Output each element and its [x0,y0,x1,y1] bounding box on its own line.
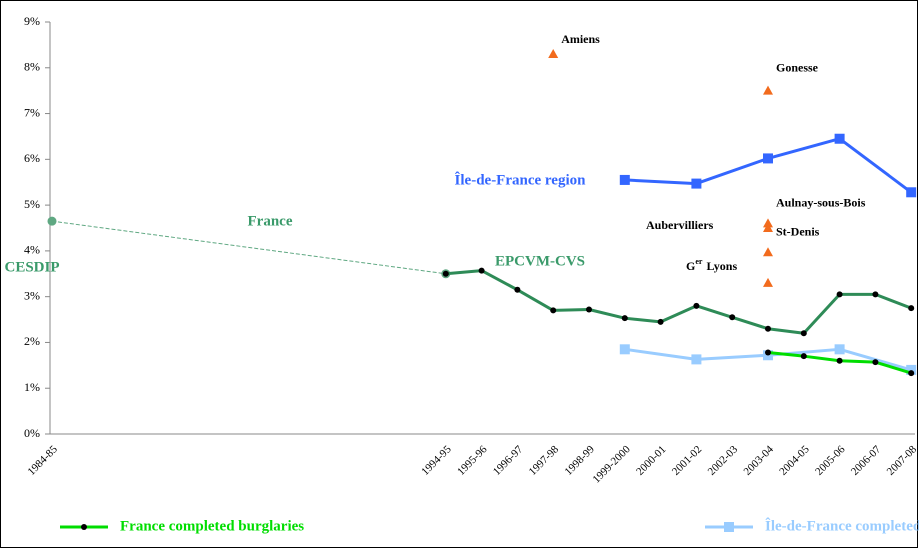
marker [908,305,915,312]
marker [586,306,592,313]
y-tick-label: 3% [24,288,40,302]
line-segment [516,288,554,312]
marker [872,359,879,366]
legend-marker [724,522,734,532]
marker [657,318,664,325]
line-segment [445,269,482,276]
point-label: Amiens [561,32,600,46]
y-tick-label: 5% [24,197,40,211]
marker [47,216,57,226]
marker [765,325,771,332]
triangle-marker [763,247,773,257]
line-segment [838,137,913,194]
point-label: St-Denis [776,224,820,238]
marker [872,291,879,298]
line-segment [874,360,912,375]
line-segment [51,220,446,275]
point-label-rest: Lyons [706,259,737,273]
line-segment [803,354,840,363]
marker [691,354,702,365]
line-segment [802,293,841,335]
y-tick-label: 0% [24,426,40,440]
line-segment [624,347,697,361]
point-label: Ger Lyons [686,257,737,273]
point-label-text: Amiens [561,32,600,46]
line-segment [659,304,698,324]
marker [834,344,845,355]
line-segment [624,178,697,186]
point-label-text: Aubervilliers [646,218,714,232]
line-segment [731,315,769,331]
legend-marker [81,524,87,530]
triangle-marker [548,49,559,59]
annotation: EPCVM-CVS [495,253,585,269]
marker [763,153,773,164]
marker [619,174,630,185]
line-segment [480,269,519,292]
marker [478,267,485,274]
marker [619,344,630,355]
line-segment [695,157,769,186]
point-label: Gonesse [776,60,819,74]
line-segment [588,308,626,320]
line-segment [767,351,804,358]
y-tick-label: 6% [24,151,40,165]
line-segment [695,304,733,319]
marker [800,330,807,337]
marker [836,291,843,298]
triangle-marker [763,223,773,232]
line-segment [767,137,840,160]
point-label-text: Aulnay-sous-Bois [776,195,866,209]
marker [729,314,736,321]
legend-label: Île-de-France completed burglaries [765,517,919,534]
marker [621,315,628,322]
point-label-text: St-Denis [776,224,820,238]
point-label-sup: er [695,257,703,266]
marker [442,270,449,277]
marker [765,349,771,356]
triangle-marker [763,218,773,228]
triangle-marker [763,85,773,95]
marker [693,302,700,309]
marker [906,187,917,198]
y-tick-label: 1% [24,380,40,394]
marker [691,178,702,189]
point-label-text: Gonesse [776,60,819,74]
point-label: Aubervilliers [646,218,714,232]
line-segment [874,292,912,310]
y-tick-label: 2% [24,334,40,348]
y-tick-label: 4% [24,243,40,257]
point-label-text: G [686,259,695,273]
y-tick-label: 7% [24,105,40,119]
y-tick-label: 8% [24,60,40,74]
line-segment [696,353,769,361]
line-segment [767,327,804,335]
annotation: France [248,213,293,229]
annotation: Île-de-France region [455,171,587,188]
annotation: CESDIP [4,259,59,275]
triangle-marker [763,277,773,287]
marker [908,370,915,377]
marker [514,286,521,293]
line-segment [624,316,661,324]
point-label: Aulnay-sous-Bois [776,195,866,209]
y-tick-label: 9% [24,14,40,28]
marker [834,133,845,144]
marker [836,357,843,364]
line-segment [553,307,590,312]
marker [906,364,917,375]
marker [800,353,807,360]
marker [550,307,557,314]
line-segment [839,359,876,364]
legend-label: France completed burglaries [120,518,304,534]
